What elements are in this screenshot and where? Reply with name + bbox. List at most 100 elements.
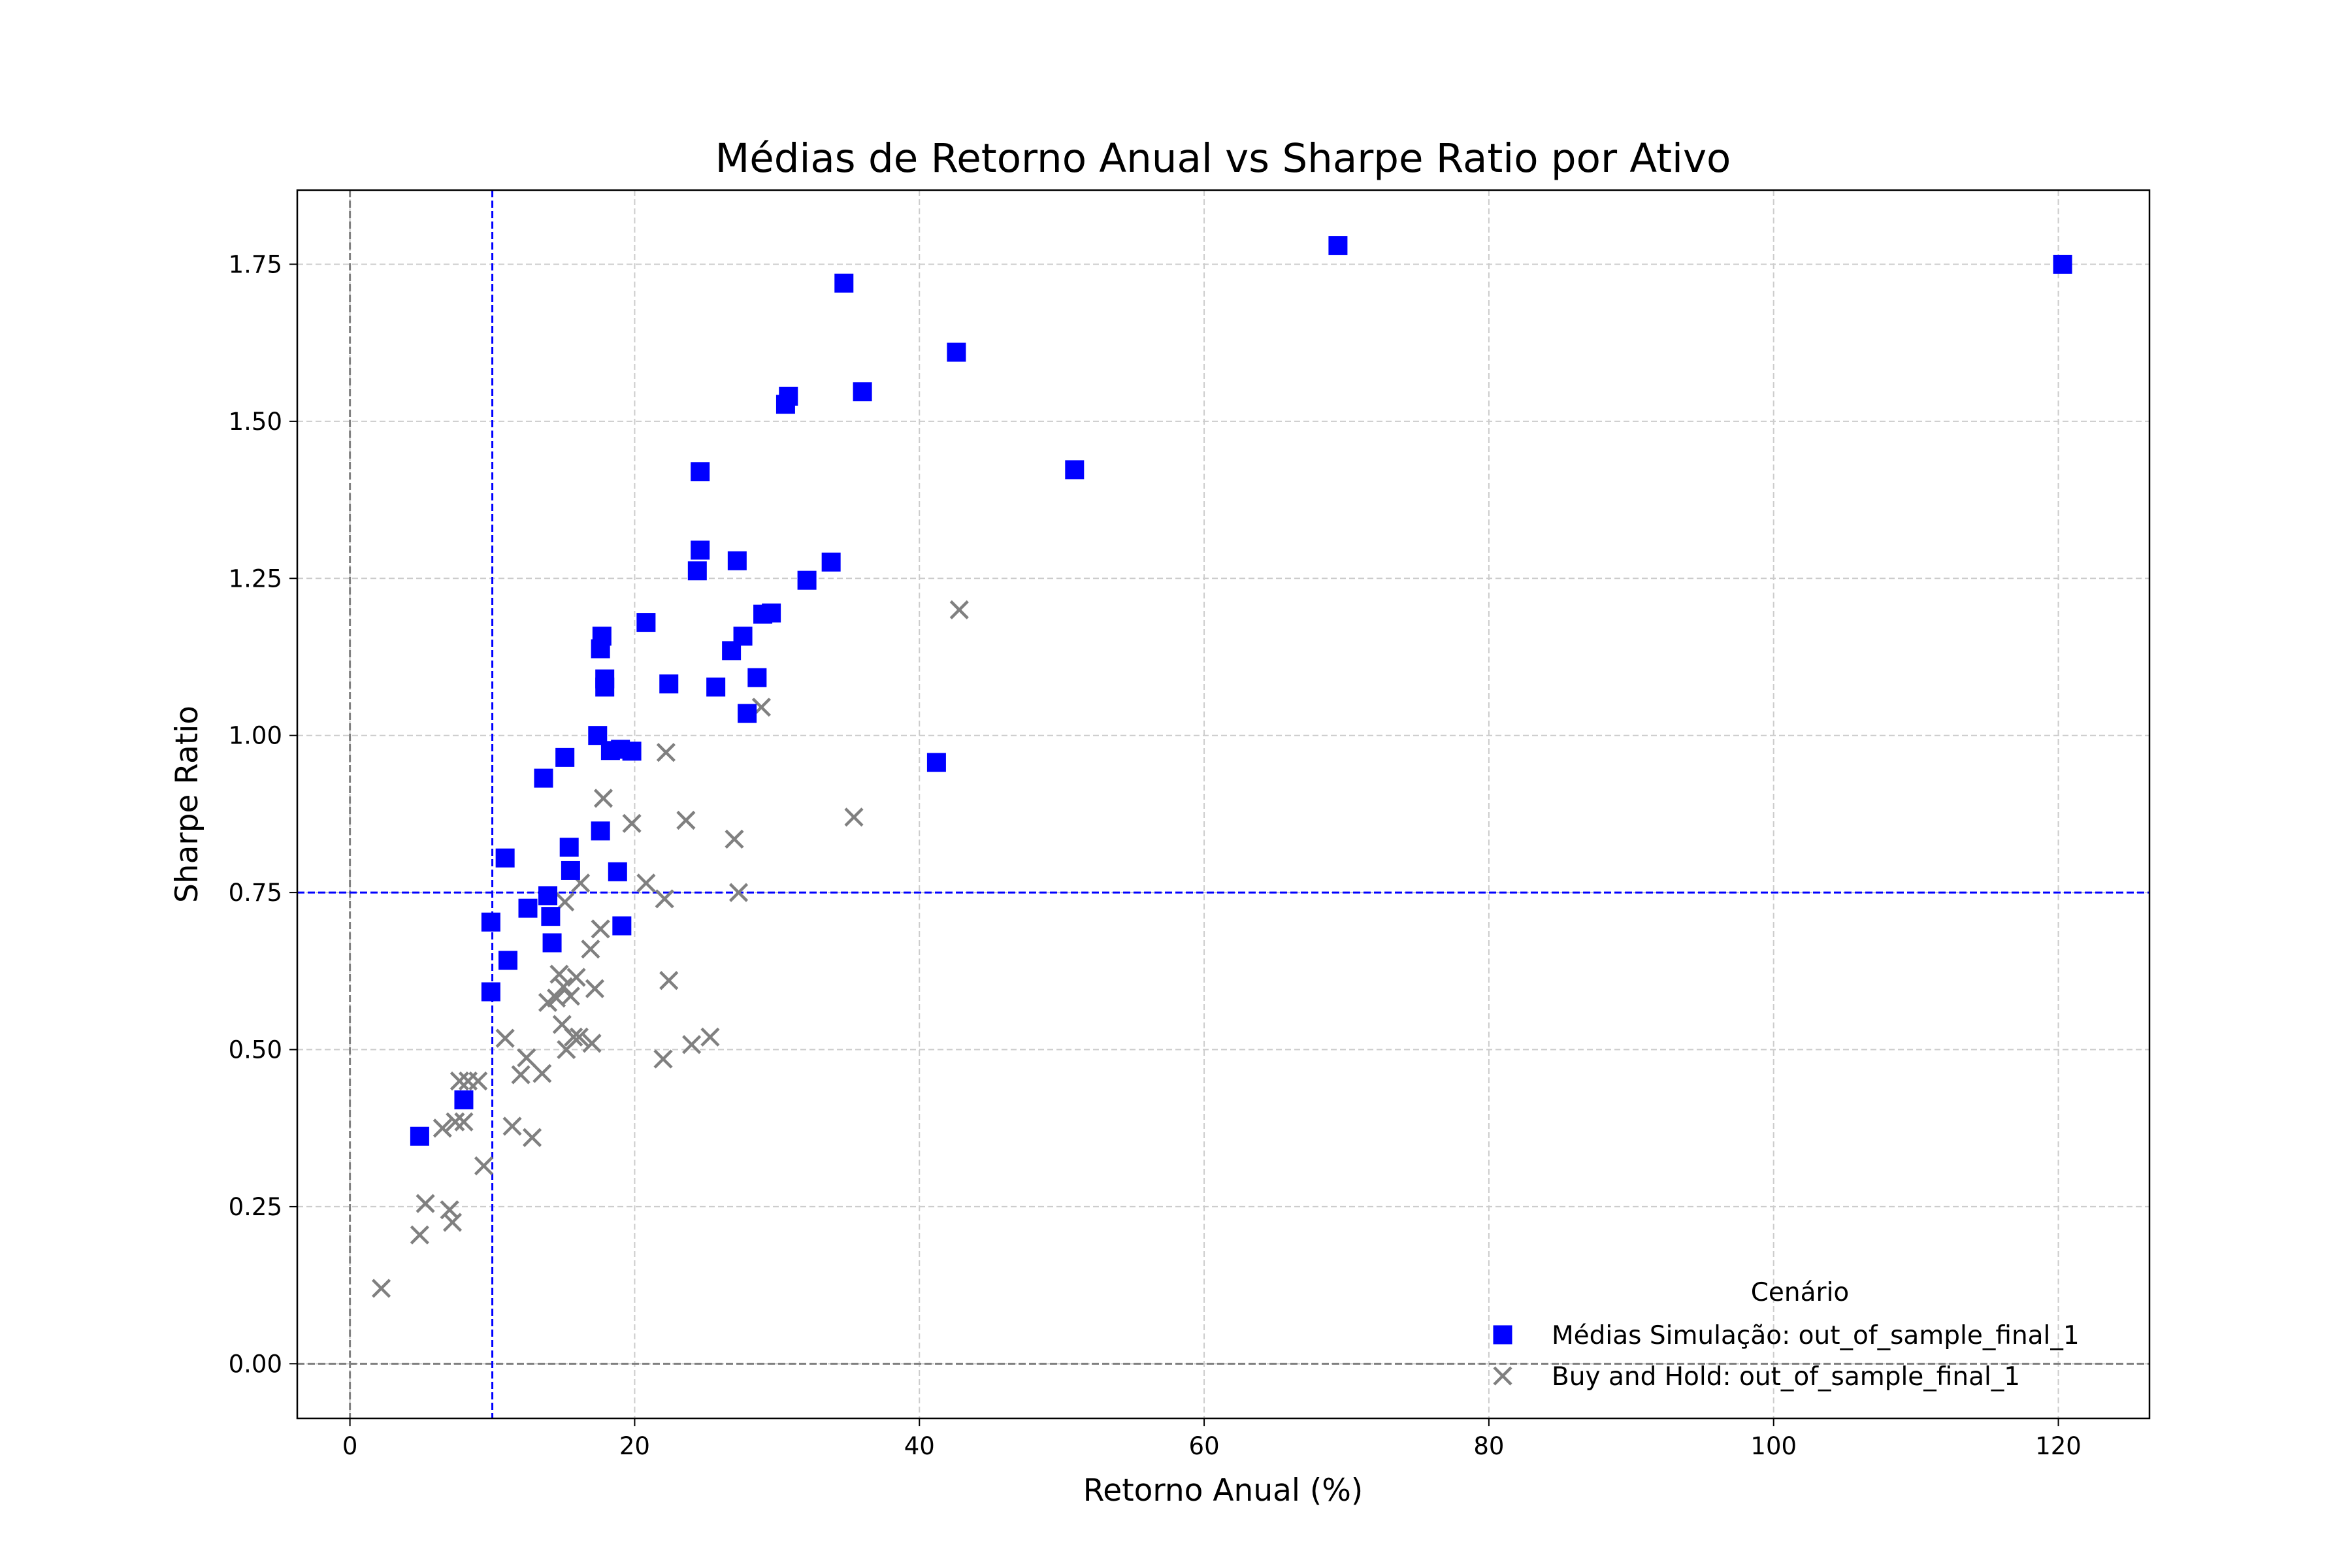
buy-and-hold-point bbox=[569, 1027, 589, 1047]
buy-and-hold-point bbox=[949, 600, 969, 619]
buy-and-hold-point bbox=[656, 743, 676, 762]
x-marker-stroke bbox=[725, 829, 744, 849]
simulation-point bbox=[1065, 460, 1085, 480]
y-tick-label: 0.50 bbox=[229, 1036, 282, 1064]
x-marker-stroke bbox=[511, 1065, 531, 1085]
x-axis-ticks: 0 20 40 60 80 100 120 bbox=[342, 1418, 2082, 1460]
x-marker-stroke bbox=[700, 1027, 720, 1047]
x-marker-stroke bbox=[1493, 1366, 1512, 1386]
x-marker-stroke bbox=[553, 977, 574, 996]
simulation-point bbox=[947, 342, 966, 362]
buy-and-hold-point bbox=[495, 1028, 515, 1048]
buy-and-hold-point bbox=[468, 1071, 488, 1091]
x-marker-stroke bbox=[655, 889, 674, 909]
x-marker-stroke bbox=[564, 1027, 583, 1047]
x-marker-stroke bbox=[454, 1112, 474, 1132]
x-marker-stroke bbox=[653, 1049, 673, 1069]
simulation-point bbox=[561, 860, 580, 880]
x-marker-stroke bbox=[622, 813, 642, 833]
y-tick-label: 1.75 bbox=[229, 250, 282, 278]
simulation-point bbox=[797, 570, 817, 590]
simulation-point bbox=[733, 627, 753, 646]
grid-lines bbox=[297, 190, 2149, 1418]
simulation-point bbox=[541, 907, 561, 926]
x-tick-label: 60 bbox=[1189, 1432, 1220, 1460]
simulation-point bbox=[659, 674, 679, 694]
x-marker-stroke bbox=[585, 979, 605, 998]
x-marker-stroke bbox=[502, 1117, 522, 1136]
x-marker-stroke bbox=[532, 1064, 552, 1083]
y-tick-label: 0.75 bbox=[229, 879, 282, 907]
buy-and-hold-point bbox=[416, 1194, 435, 1213]
x-marker-stroke bbox=[659, 971, 679, 990]
buy-and-hold-point bbox=[636, 874, 656, 893]
simulation-point bbox=[495, 848, 515, 868]
x-marker-stroke bbox=[728, 883, 749, 902]
x-tick-label: 20 bbox=[619, 1432, 650, 1460]
simulation-point bbox=[555, 747, 575, 767]
x-tick-label: 40 bbox=[904, 1432, 935, 1460]
buy-and-hold-point bbox=[433, 1119, 452, 1138]
x-marker-stroke bbox=[549, 964, 569, 984]
buy-and-hold-point bbox=[659, 971, 679, 990]
buy-and-hold-point bbox=[371, 1279, 391, 1298]
simulation-point bbox=[747, 668, 767, 687]
buy-and-hold-point bbox=[582, 1034, 602, 1053]
y-tick-label: 0.25 bbox=[229, 1193, 282, 1221]
buy-and-hold-point bbox=[454, 1112, 474, 1132]
buy-and-hold-point bbox=[532, 1064, 552, 1083]
x-marker-stroke bbox=[636, 874, 656, 893]
buy-and-hold-point bbox=[566, 968, 586, 987]
simulation-point bbox=[454, 1090, 474, 1109]
simulation-point bbox=[410, 1126, 429, 1146]
x-marker-stroke bbox=[410, 1225, 429, 1245]
simulation-point bbox=[612, 916, 632, 936]
simulation-point bbox=[481, 912, 500, 932]
simulation-point bbox=[636, 613, 656, 632]
simulation-point bbox=[727, 551, 747, 570]
simulation-point bbox=[559, 838, 579, 857]
buy-and-hold-point bbox=[522, 1128, 542, 1147]
legend-items: Médias Simulação: out_of_sample_final_1 B… bbox=[1493, 1321, 2080, 1392]
y-tick-label: 0.00 bbox=[229, 1350, 282, 1378]
buy-and-hold-point bbox=[581, 939, 600, 959]
x-marker-stroke bbox=[676, 810, 696, 830]
x-marker-stroke bbox=[416, 1194, 435, 1213]
simulation-point bbox=[762, 603, 781, 623]
y-tick-label: 1.00 bbox=[229, 722, 282, 750]
x-marker-stroke bbox=[547, 988, 566, 1008]
buy-and-hold-point bbox=[446, 1112, 465, 1132]
x-marker-stroke bbox=[495, 1028, 515, 1048]
data-points bbox=[371, 236, 2072, 1298]
buy-and-hold-point bbox=[549, 964, 569, 984]
buy-and-hold-point bbox=[474, 1156, 494, 1176]
buy-and-hold-point bbox=[676, 810, 696, 830]
x-marker-stroke bbox=[593, 789, 613, 808]
x-marker-stroke bbox=[517, 1048, 536, 1068]
buy-and-hold-point bbox=[564, 1027, 583, 1047]
buy-and-hold-point bbox=[449, 1071, 470, 1091]
simulation-point bbox=[498, 951, 518, 970]
x-marker-stroke bbox=[442, 1213, 463, 1232]
simulation-point bbox=[622, 742, 642, 761]
legend-entry-label: Médias Simulação: out_of_sample_final_1 bbox=[1552, 1321, 2080, 1350]
buy-and-hold-point bbox=[410, 1225, 429, 1245]
x-marker-stroke bbox=[582, 1034, 602, 1053]
simulation-point bbox=[691, 462, 710, 482]
x-tick-label: 100 bbox=[1750, 1432, 1797, 1460]
buy-and-hold-point bbox=[517, 1048, 536, 1068]
buy-and-hold-point bbox=[502, 1117, 522, 1136]
simulation-point bbox=[687, 561, 707, 581]
simulation-point bbox=[518, 898, 538, 918]
buy-and-hold-point bbox=[653, 1049, 673, 1069]
buy-and-hold-point bbox=[442, 1213, 463, 1232]
simulation-point bbox=[738, 704, 757, 723]
buy-and-hold-point bbox=[728, 883, 749, 902]
x-marker-stroke bbox=[552, 1015, 572, 1034]
buy-and-hold-point bbox=[591, 919, 610, 939]
buy-and-hold-point bbox=[593, 789, 613, 808]
x-marker-stroke bbox=[474, 1156, 494, 1176]
buy-and-hold-point bbox=[622, 813, 642, 833]
buy-and-hold-point bbox=[440, 1200, 459, 1220]
